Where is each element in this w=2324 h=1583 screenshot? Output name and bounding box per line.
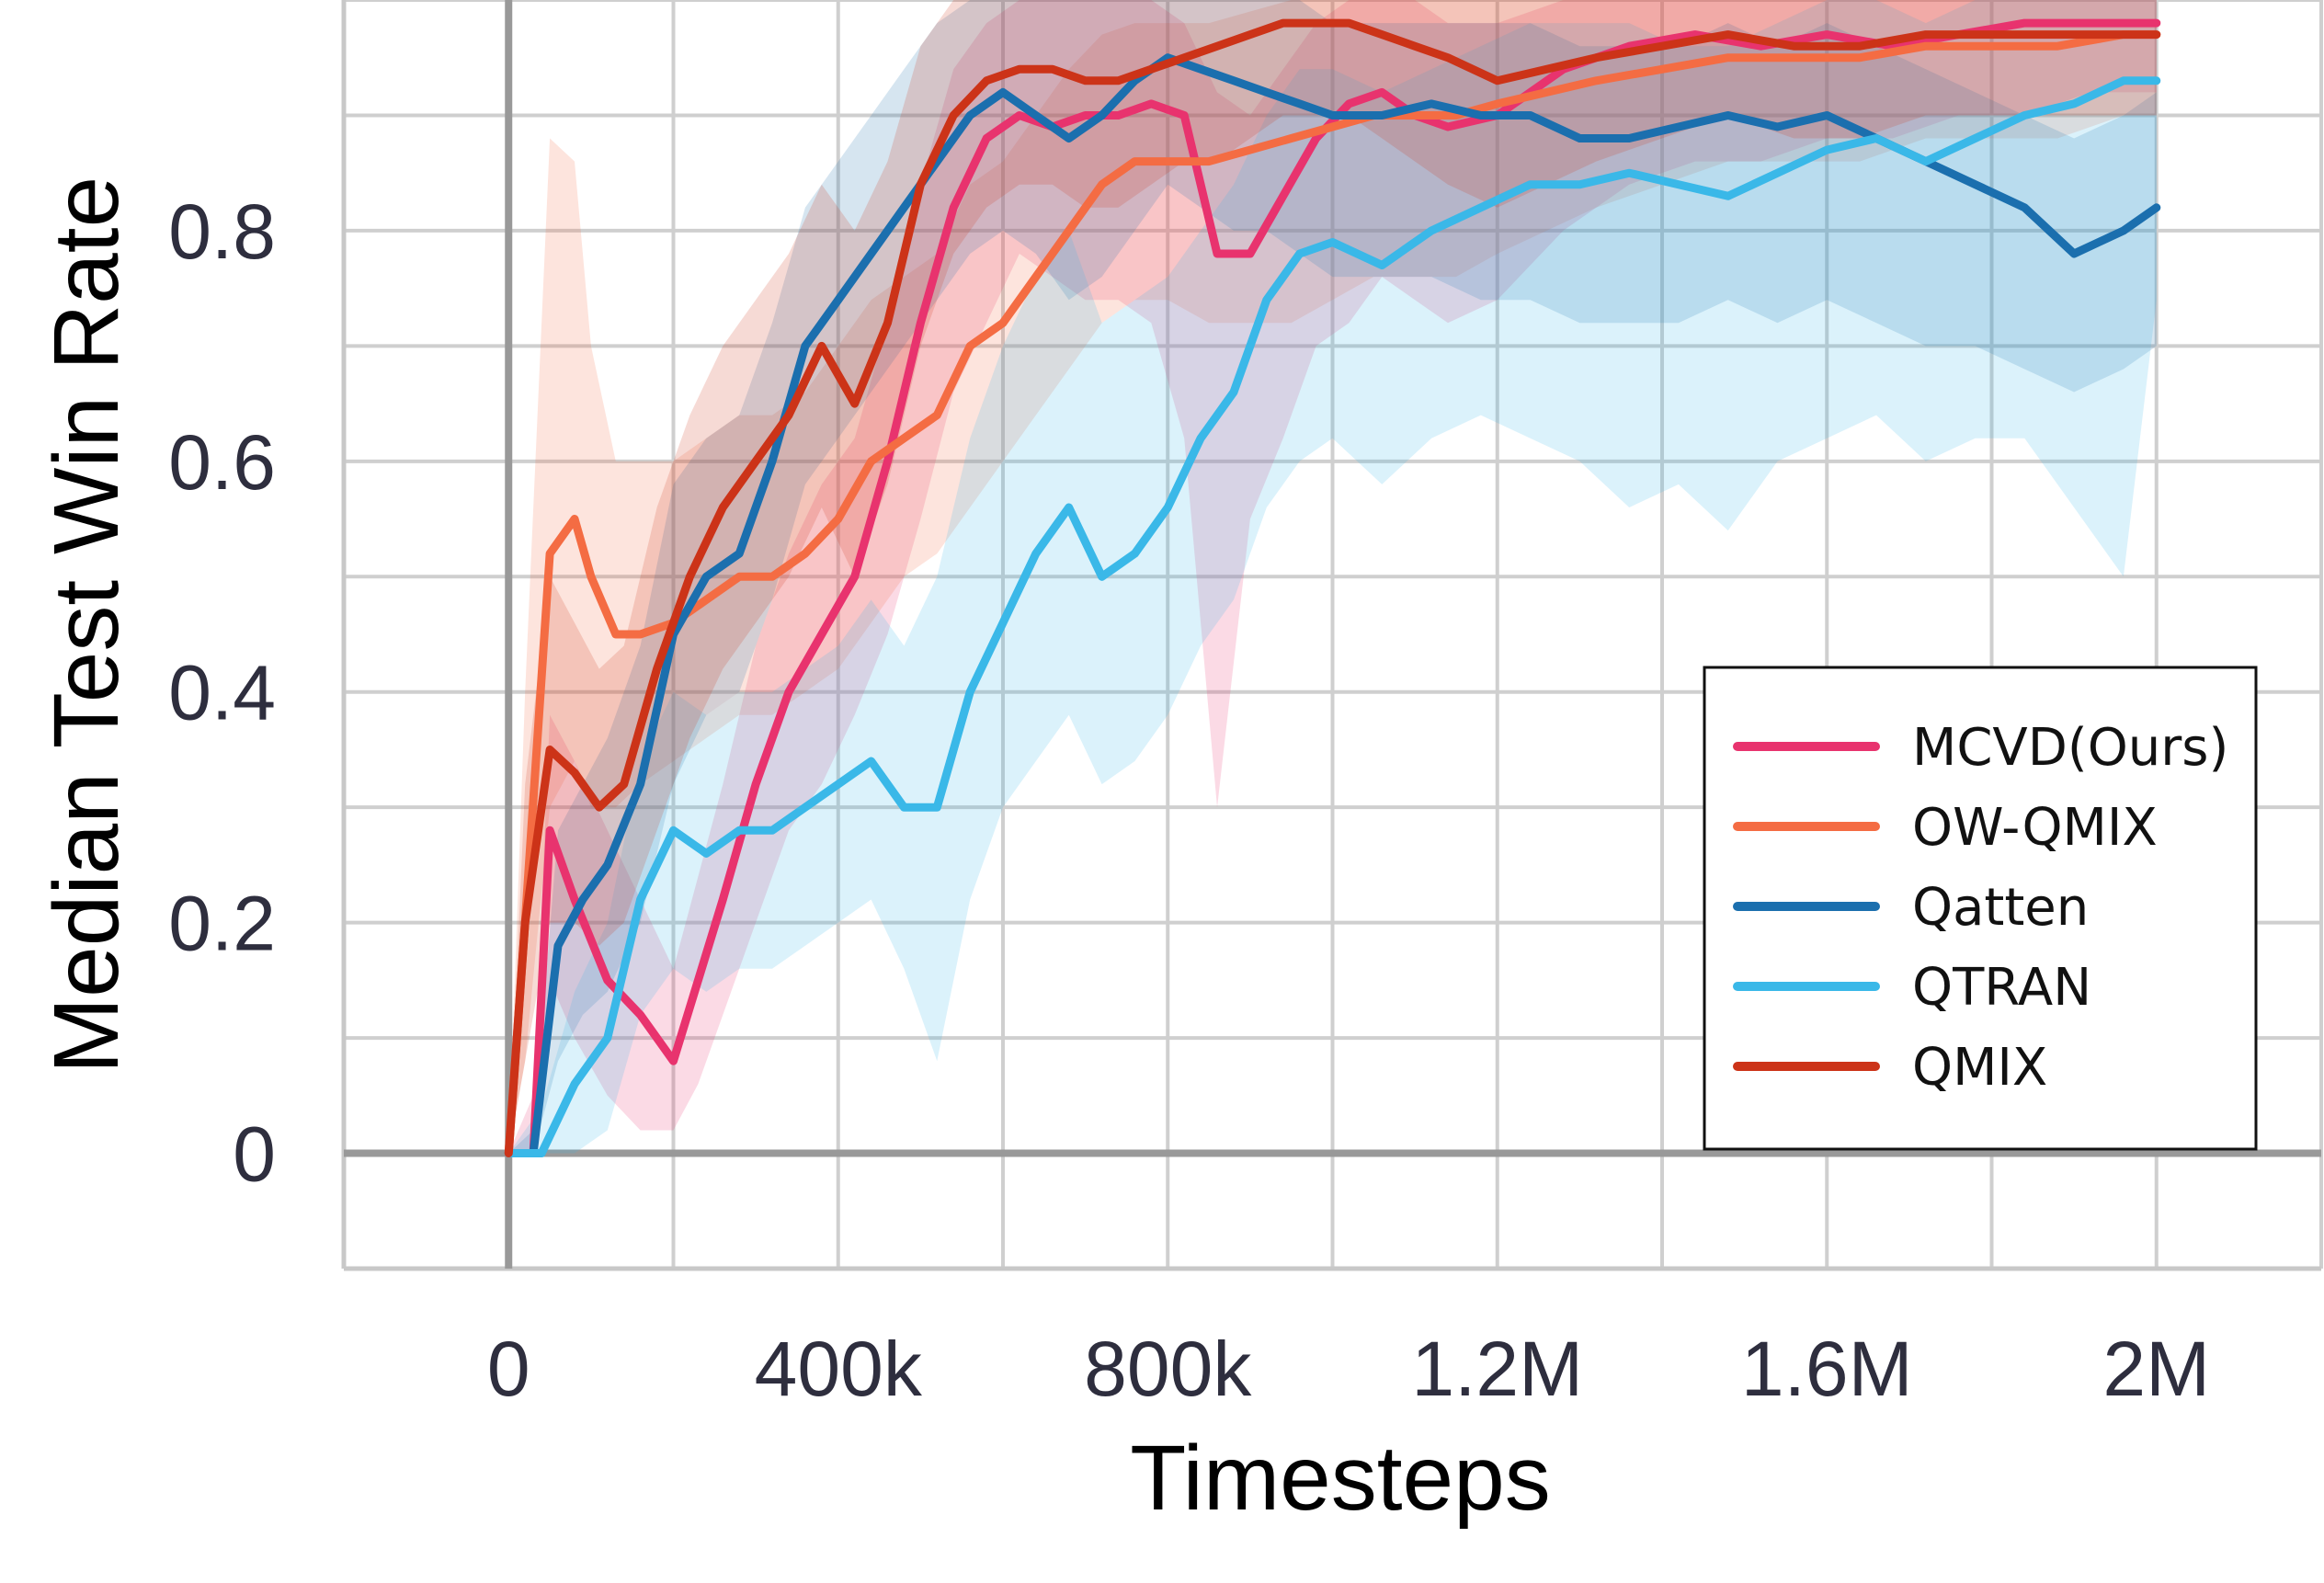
y-tick-label: 0.4 <box>168 650 276 736</box>
y-tick-label: 0 <box>233 1111 276 1198</box>
x-tick-label: 0 <box>487 1326 530 1412</box>
legend-label: MCVD(Ours) <box>1912 718 2228 778</box>
series-lines <box>504 18 2161 1157</box>
series-line-qtran <box>504 76 2161 1157</box>
series-bands <box>508 0 2157 1154</box>
x-axis-title: Timesteps <box>1130 1427 1551 1530</box>
band-qtran <box>508 0 2157 1154</box>
legend-label: QMIX <box>1912 1038 2047 1098</box>
series-line-ow-qmix <box>504 30 2161 1157</box>
y-axis-title: Median Test Win Rate <box>35 177 138 1074</box>
x-tick-label: 400k <box>755 1326 923 1412</box>
band-mcvd-ours <box>508 0 2157 1154</box>
legend: MCVD(Ours) OW-QMIX Qatten QTRAN QMIX <box>1703 666 2258 1151</box>
x-tick-label: 2M <box>2102 1326 2210 1412</box>
y-tick-label: 0.6 <box>168 419 276 506</box>
x-tick-label: 1.2M <box>1411 1326 1583 1412</box>
series-line-qatten <box>504 53 2161 1157</box>
y-tick-label: 0.8 <box>168 188 276 275</box>
band-ow-qmix <box>508 0 2157 1154</box>
band-qatten <box>508 0 2157 1154</box>
x-tick-label: 1.6M <box>1741 1326 1913 1412</box>
zero-axis-lines <box>344 0 2321 1269</box>
band-qmix <box>508 0 2157 1154</box>
legend-label: OW-QMIX <box>1912 798 2158 858</box>
y-tick-label: 0.2 <box>168 881 276 967</box>
x-tick-label: 800k <box>1084 1326 1252 1412</box>
series-line-qmix <box>504 18 2161 1157</box>
legend-label: QTRAN <box>1912 958 2091 1018</box>
legend-label: Qatten <box>1912 878 2089 938</box>
tick-labels: 0 400k 800k 1.2M 1.6M 2M 0 0.2 0.4 0.6 0.8 <box>168 188 2210 1412</box>
